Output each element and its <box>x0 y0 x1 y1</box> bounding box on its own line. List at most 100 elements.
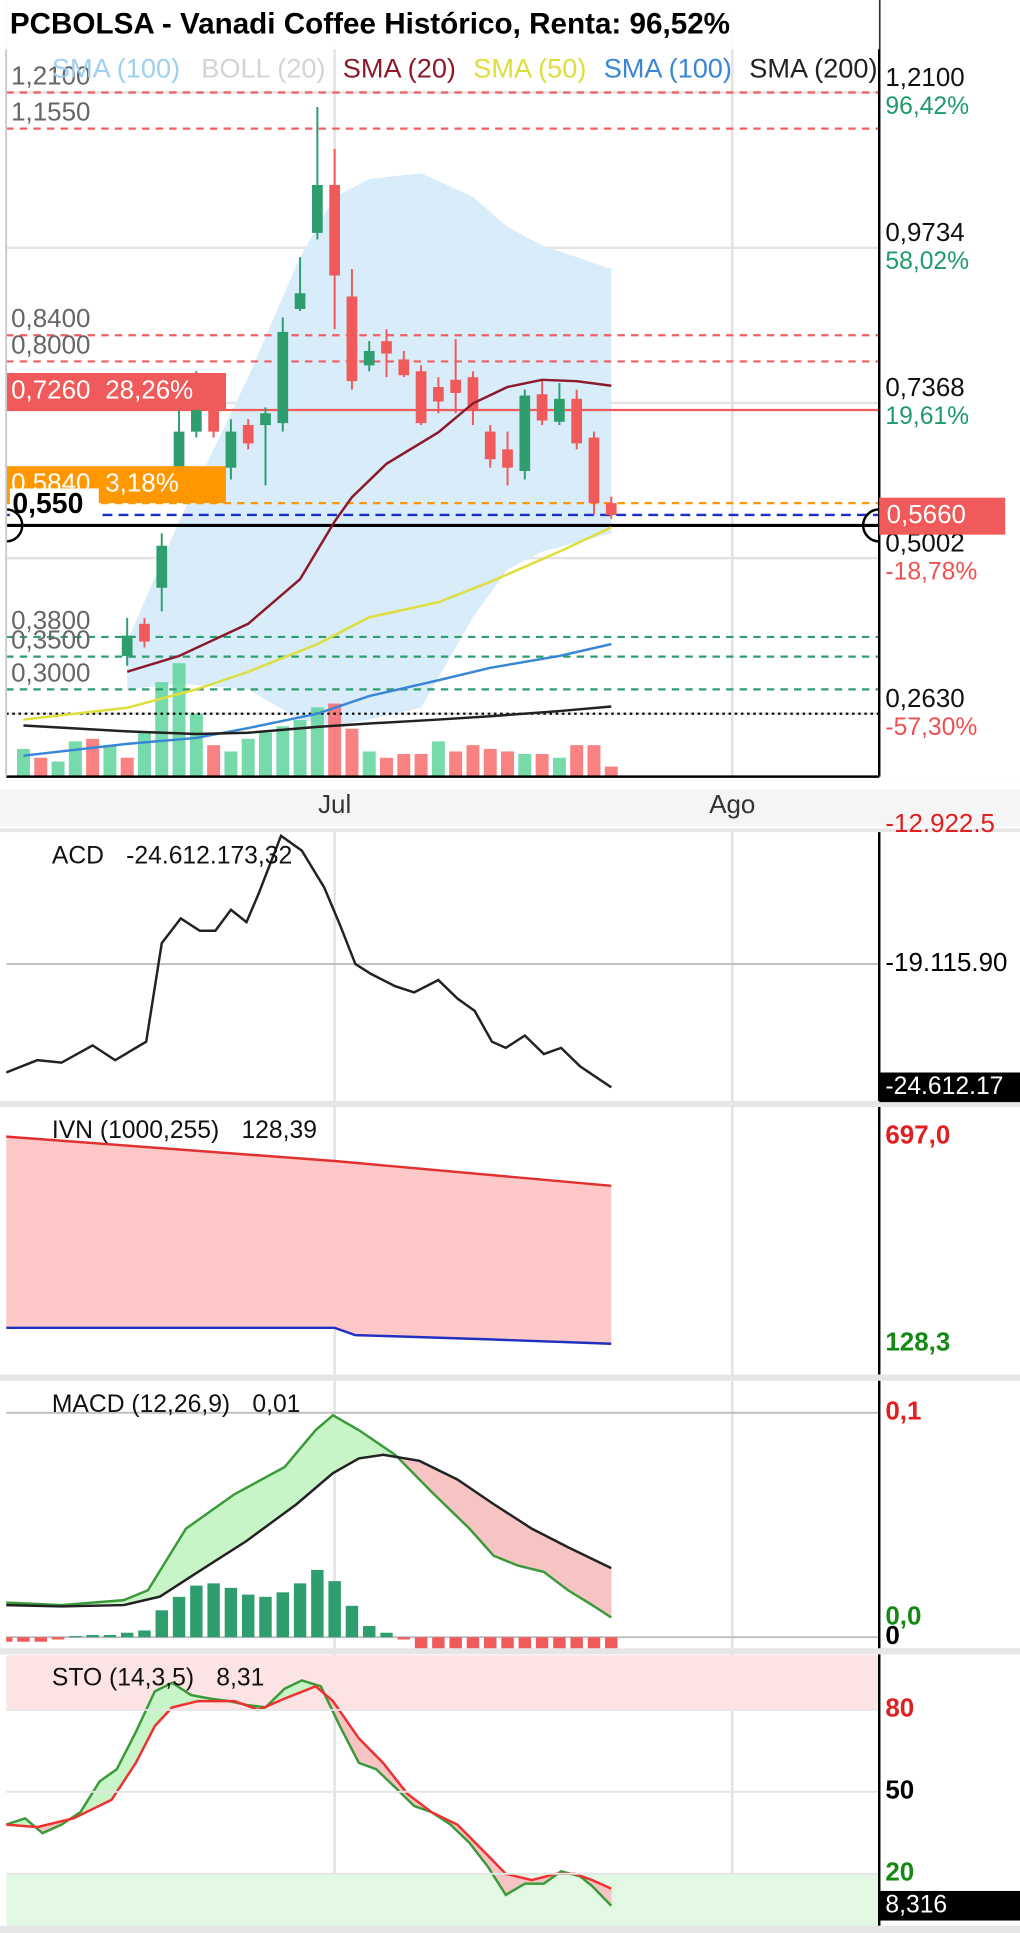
fill-between <box>247 1484 252 1541</box>
fill-between <box>597 1561 602 1612</box>
fill-between <box>330 1415 335 1476</box>
level-change: 28,26% <box>105 376 193 404</box>
level-label: 1,1550 <box>11 99 90 127</box>
indicator-line <box>6 1684 612 1890</box>
indicator-line <box>6 1453 612 1608</box>
histogram-bar <box>363 1626 376 1638</box>
level-label-bg <box>9 488 99 521</box>
y-tick-label: 697,0 <box>885 1121 950 1149</box>
histogram-bar <box>380 1632 393 1638</box>
volume-bar <box>328 703 342 777</box>
fill-between <box>510 1514 515 1565</box>
fill-between <box>555 1540 560 1585</box>
fill-between <box>358 1429 363 1459</box>
volume-bar <box>103 745 117 777</box>
volume-bar <box>189 713 203 777</box>
bollinger-band <box>127 173 612 726</box>
fill-between <box>241 1488 245 1545</box>
indicator-line <box>6 833 612 1089</box>
level-label: 0,3000 <box>11 659 90 687</box>
candle-body <box>588 437 600 504</box>
volume-bar <box>345 728 359 777</box>
indicator-line <box>6 1679 613 1907</box>
histogram-bar <box>345 1605 359 1638</box>
histogram-bar <box>172 1596 186 1638</box>
fill-between <box>268 1473 273 1525</box>
histogram-bar <box>224 1587 238 1638</box>
y-change-label: 58,02% <box>885 248 969 275</box>
histogram-bar <box>241 1594 255 1638</box>
fill-between <box>237 1490 242 1547</box>
fill-between <box>203 1513 207 1570</box>
candle-body <box>156 545 168 588</box>
sma-line <box>23 705 612 736</box>
candle-body <box>329 184 341 276</box>
fill-between <box>220 1501 225 1558</box>
volume-bar <box>570 745 584 777</box>
fill-between <box>566 1545 571 1592</box>
volume-bar <box>68 741 82 777</box>
volume-bar <box>120 757 134 777</box>
zone <box>6 1873 880 1926</box>
volume-bar <box>466 745 480 777</box>
fill-between <box>548 1537 553 1579</box>
candle-body <box>190 401 202 432</box>
histogram-bar <box>207 1583 220 1638</box>
title-bg <box>0 0 880 50</box>
fill-between <box>489 1501 494 1557</box>
plot-area <box>6 1655 880 1926</box>
level-handle <box>6 508 24 543</box>
fill-between <box>445 1473 449 1510</box>
fill-between <box>196 1518 201 1574</box>
fill-between <box>158 1687 163 1723</box>
histogram-bar <box>432 1637 445 1649</box>
fill-between <box>351 1425 356 1463</box>
y-tick-label: 50 <box>885 1777 914 1805</box>
volume-bar <box>155 682 169 777</box>
fill-between <box>289 1456 294 1510</box>
fill-between <box>507 1512 512 1564</box>
histogram-bar <box>414 1637 428 1649</box>
sma-line <box>126 378 612 673</box>
histogram-bar <box>6 1637 13 1642</box>
volume-bar <box>604 766 618 777</box>
fill-between <box>362 1431 367 1459</box>
candle-body <box>173 431 185 480</box>
fill-between <box>189 1523 194 1578</box>
indicator-value: 0,01 <box>252 1391 300 1418</box>
fill-between <box>469 1487 474 1534</box>
fill-between <box>192 1520 197 1576</box>
volume-bar <box>518 753 532 777</box>
y-change-label: -57,30% <box>885 714 977 741</box>
volume-bar <box>310 707 324 777</box>
fill-between <box>496 1505 501 1559</box>
fill-between <box>327 1416 332 1479</box>
last-price-box <box>879 497 1006 535</box>
volume-bar <box>172 663 186 777</box>
indicator-name: STO (14,3,5) <box>52 1665 194 1692</box>
y-change-label: -18,78% <box>885 558 977 585</box>
candle-body <box>208 401 219 432</box>
histogram-bar <box>518 1637 532 1649</box>
level-box <box>6 372 226 410</box>
fill-between <box>348 1423 353 1465</box>
fill-between <box>275 1469 280 1520</box>
fill-between <box>503 1510 508 1562</box>
y-tick-label: 20 <box>885 1859 914 1887</box>
fill-between <box>306 1435 311 1496</box>
fill-between <box>102 1776 107 1805</box>
candle-body <box>502 449 513 468</box>
fill-between <box>213 1506 218 1563</box>
candle-body <box>605 503 617 515</box>
fill-between <box>576 1551 581 1599</box>
y-change-label: 96,42% <box>885 93 969 120</box>
volume-bar <box>552 757 566 777</box>
y-tick-label: -12.922.5 <box>885 810 995 838</box>
candle-body <box>519 395 531 471</box>
plot-area <box>6 91 880 777</box>
indicator-value: -24.612.173,32 <box>126 842 292 869</box>
x-tick-label: Jul <box>318 791 351 819</box>
fill-between <box>199 1515 204 1572</box>
fill-between <box>310 1431 315 1493</box>
